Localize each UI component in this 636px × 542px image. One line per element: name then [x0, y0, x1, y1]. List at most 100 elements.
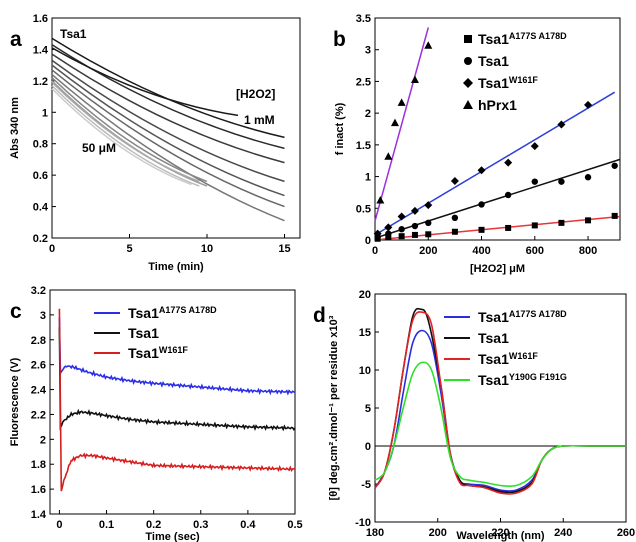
kinetic-trace: [51, 77, 208, 183]
data-point-triangle: [424, 41, 433, 49]
legend-name: Tsa1: [478, 309, 509, 325]
data-point-diamond: [557, 120, 566, 129]
x-axis-label: Time (sec): [145, 531, 200, 542]
y-tick-label: 2.8: [31, 335, 46, 347]
y-axis-label: f inact (%): [334, 102, 346, 155]
y-tick-label: 20: [359, 289, 371, 301]
y-tick-label: 1: [42, 107, 48, 119]
x-tick-label: 0: [56, 519, 62, 531]
y-tick-label: 1: [365, 172, 371, 184]
y-axis-label: Fluorescence (V): [9, 357, 21, 446]
data-point-square: [411, 231, 418, 238]
y-tick-label: 0: [365, 441, 371, 453]
kinetic-trace: [51, 81, 200, 183]
data-point-circle: [531, 178, 538, 185]
y-tick-label: 10: [359, 365, 371, 377]
x-tick-label: 240: [554, 527, 572, 539]
data-point-triangle: [397, 98, 406, 106]
kinetic-trace: [51, 53, 285, 164]
data-point-circle: [584, 174, 592, 181]
fluorescence-trace: [58, 308, 296, 492]
data-point-diamond: [477, 166, 486, 175]
data-point-square: [585, 217, 592, 224]
legend-superscript: W161F: [159, 345, 189, 355]
data-point-diamond: [384, 223, 393, 232]
kinetic-trace: [51, 59, 285, 183]
data-point-triangle: [410, 75, 419, 84]
y-tick-label: 1.4: [33, 44, 49, 56]
y-tick-label: 1.2: [33, 76, 48, 88]
y-tick-label: 1.4: [31, 509, 47, 521]
data-point-square: [531, 222, 538, 229]
kinetic-trace: [51, 74, 285, 222]
x-tick-label: 220: [491, 527, 509, 539]
y-tick-label: -10: [355, 517, 371, 529]
x-tick-label: 0: [49, 243, 55, 255]
x-tick-label: 0.4: [240, 519, 256, 531]
fit-line: [374, 158, 621, 239]
x-axis-label: [H2O2] μM: [470, 263, 525, 275]
legend-name: Tsa1: [478, 372, 509, 388]
kinetic-trace: [51, 69, 285, 208]
legend-label: Tsa1: [478, 330, 509, 346]
panel-label-c: c: [10, 300, 22, 323]
data-point-circle: [411, 222, 419, 230]
kinetic-trace: [51, 85, 200, 187]
x-tick-label: 0.2: [146, 519, 161, 531]
x-tick-label: 0: [372, 245, 378, 257]
legend-label: Tsa1W161F: [478, 75, 538, 91]
y-tick-label: 0: [365, 235, 371, 247]
legend-superscript: W161F: [509, 351, 539, 361]
legend-name: Tsa1: [128, 325, 159, 341]
x-tick-label: 15: [278, 243, 290, 255]
data-point-square: [451, 228, 458, 235]
legend-superscript: A177S A178D: [509, 309, 567, 319]
cd-spectrum-trace: [374, 361, 626, 488]
data-point-circle: [558, 178, 565, 185]
legend-name: Tsa1: [478, 31, 509, 47]
data-point-square: [611, 212, 618, 219]
x-tick-label: 600: [526, 245, 544, 257]
data-point-diamond: [450, 177, 459, 186]
legend-label: Tsa1A177S A178D: [128, 305, 217, 321]
data-point-diamond: [397, 212, 406, 221]
kinetic-trace: [51, 44, 285, 150]
legend-name: Tsa1: [478, 75, 509, 91]
x-tick-label: 200: [419, 245, 437, 257]
y-tick-label: 15: [359, 327, 371, 339]
panel-label-b: b: [333, 28, 346, 51]
x-tick-label: 0.1: [99, 519, 114, 531]
y-tick-label: 3: [40, 310, 46, 322]
conc-high: 1 mM: [244, 113, 275, 127]
legend-name: Tsa1: [478, 330, 509, 346]
legend-marker-triangle: [463, 100, 473, 109]
panel-label-a: a: [10, 28, 22, 51]
y-tick-label: 0.5: [356, 203, 371, 215]
data-point-circle: [478, 201, 485, 208]
legend-name: Tsa1: [128, 305, 159, 321]
legend-name: hPrx1: [478, 97, 517, 113]
fluorescence-trace: [58, 317, 295, 396]
data-point-square: [425, 231, 432, 238]
data-point-square: [398, 233, 405, 240]
data-point-square: [558, 219, 565, 226]
y-tick-label: 1.5: [356, 140, 371, 152]
data-point-square: [505, 224, 512, 231]
fit-line: [374, 215, 621, 241]
data-point-diamond: [530, 142, 539, 151]
legend-name: Tsa1: [128, 345, 159, 361]
panel-c-chart: 1.4 1.6 1.8 2 2.2 2.4 2.6 2.8 3 3.2 0 0.1 0.2 0.3 0.4 0…: [9, 285, 303, 542]
x-tick-label: 400: [472, 245, 490, 257]
x-tick-label: 10: [201, 243, 213, 255]
plot-frame: [374, 293, 627, 523]
x-tick-label: 0.3: [193, 519, 208, 531]
data-point-diamond: [504, 158, 513, 167]
data-point-circle: [425, 219, 432, 227]
data-point-circle: [451, 214, 459, 221]
panel-label-text: b: [333, 28, 346, 51]
x-tick-label: 800: [579, 245, 597, 257]
data-point-diamond: [410, 206, 419, 215]
